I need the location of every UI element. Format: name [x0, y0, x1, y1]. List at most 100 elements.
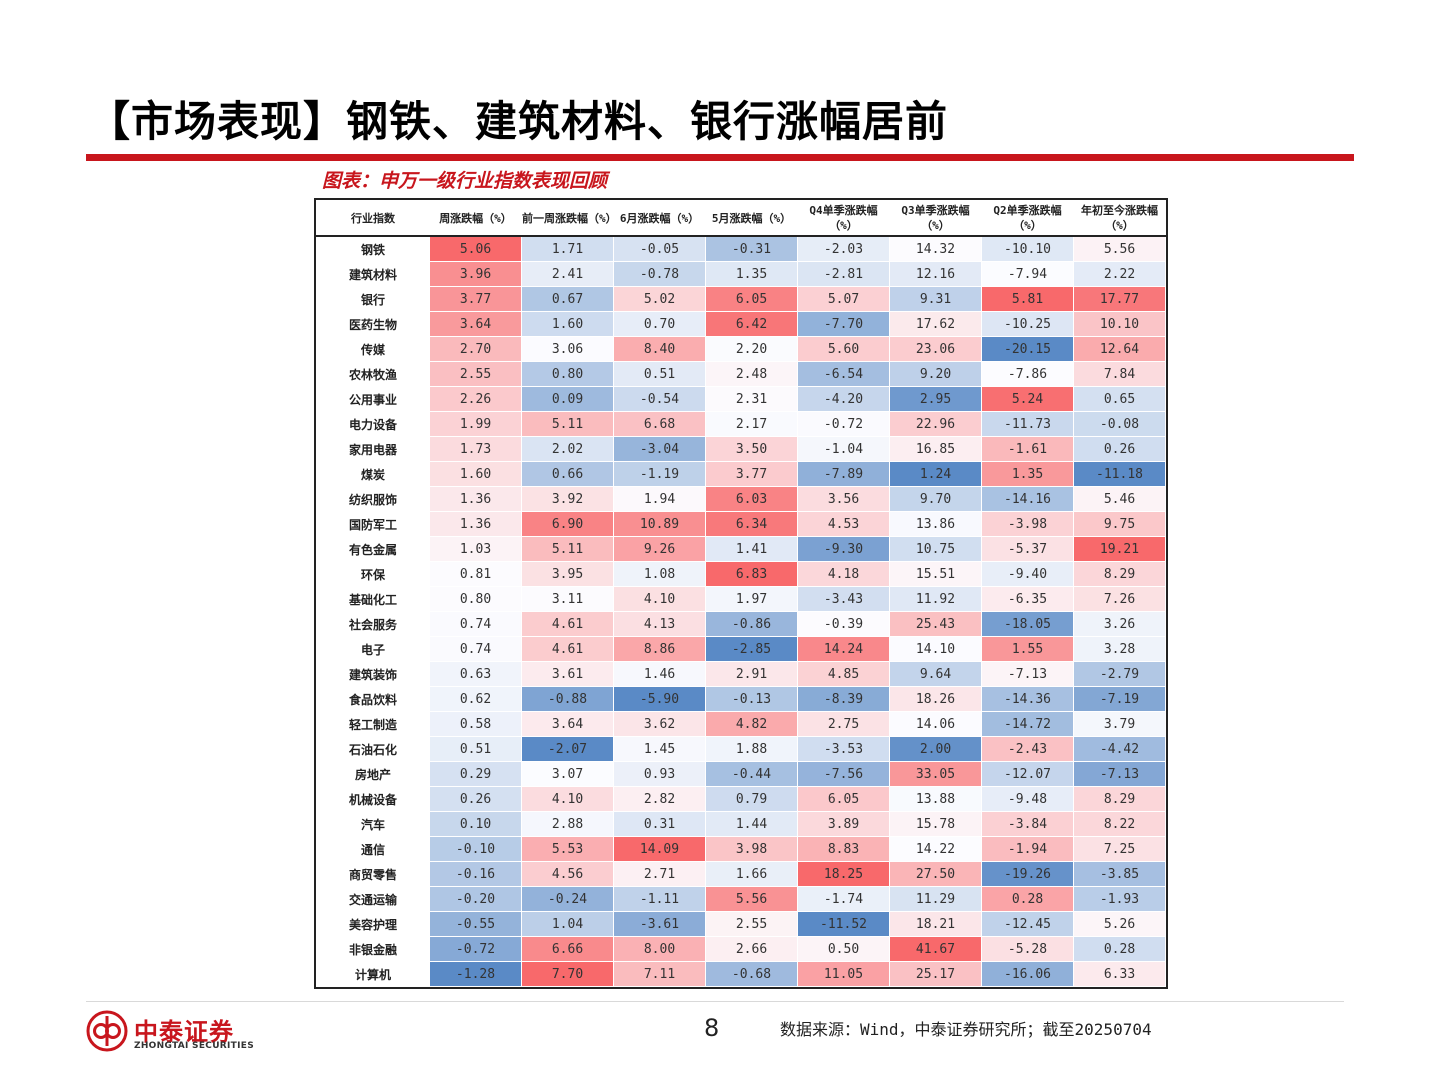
value-cell: 7.26: [1073, 586, 1166, 612]
value-cell: 1.55: [981, 636, 1074, 662]
value-cell: -1.04: [797, 436, 890, 462]
value-cell: 14.32: [889, 235, 982, 262]
table-row: 农林牧渔 2.55 0.80 0.51 2.48 -6.54 9.20 -7.86 7.84: [316, 361, 1166, 387]
value-cell: 0.66: [521, 461, 614, 487]
value-cell: -2.81: [797, 261, 890, 287]
industry-name: 煤炭: [316, 461, 430, 487]
value-cell: 3.77: [705, 461, 798, 487]
value-cell: 4.10: [613, 586, 706, 612]
value-cell: 2.26: [429, 386, 522, 412]
value-cell: -6.54: [797, 361, 890, 387]
value-cell: 4.10: [521, 786, 614, 812]
value-cell: -4.20: [797, 386, 890, 412]
value-cell: 2.91: [705, 661, 798, 687]
value-cell: 4.13: [613, 611, 706, 637]
value-cell: 1.45: [613, 736, 706, 762]
value-cell: 1.66: [705, 861, 798, 887]
value-cell: 0.29: [429, 761, 522, 787]
value-cell: 3.98: [705, 836, 798, 862]
value-cell: 3.64: [429, 311, 522, 337]
value-cell: 0.80: [429, 586, 522, 612]
value-cell: -0.39: [797, 611, 890, 637]
value-cell: -14.16: [981, 486, 1074, 512]
value-cell: 1.03: [429, 536, 522, 562]
value-cell: 4.56: [521, 861, 614, 887]
value-cell: 0.93: [613, 761, 706, 787]
value-cell: 3.11: [521, 586, 614, 612]
value-cell: 8.00: [613, 936, 706, 962]
value-cell: 5.24: [981, 386, 1074, 412]
value-cell: 10.75: [889, 536, 982, 562]
industry-name: 钢铁: [316, 235, 430, 262]
value-cell: 4.18: [797, 561, 890, 587]
value-cell: -0.54: [613, 386, 706, 412]
industry-name: 计算机: [316, 961, 430, 987]
table-row: 石油石化 0.51 -2.07 1.45 1.88 -3.53 2.00 -2.43 -4.42: [316, 736, 1166, 762]
value-cell: -0.68: [705, 961, 798, 987]
value-cell: 8.29: [1073, 561, 1166, 587]
value-cell: 1.08: [613, 561, 706, 587]
value-cell: 2.41: [521, 261, 614, 287]
industry-name: 通信: [316, 836, 430, 862]
value-cell: 0.09: [521, 386, 614, 412]
value-cell: -3.53: [797, 736, 890, 762]
value-cell: 3.62: [613, 711, 706, 737]
value-cell: -7.56: [797, 761, 890, 787]
value-cell: 0.74: [429, 611, 522, 637]
value-cell: -2.79: [1073, 661, 1166, 687]
value-cell: 4.61: [521, 611, 614, 637]
value-cell: -0.31: [705, 235, 798, 262]
value-cell: 3.95: [521, 561, 614, 587]
value-cell: 23.06: [889, 336, 982, 362]
industry-name: 石油石化: [316, 736, 430, 762]
value-cell: -0.24: [521, 886, 614, 912]
value-cell: 2.55: [429, 361, 522, 387]
value-cell: -11.73: [981, 411, 1074, 437]
value-cell: 0.74: [429, 636, 522, 662]
value-cell: -1.28: [429, 961, 522, 987]
value-cell: 3.06: [521, 336, 614, 362]
value-cell: 2.31: [705, 386, 798, 412]
value-cell: -5.90: [613, 686, 706, 712]
value-cell: 1.35: [705, 261, 798, 287]
value-cell: -3.61: [613, 911, 706, 937]
value-cell: 0.63: [429, 661, 522, 687]
value-cell: 2.17: [705, 411, 798, 437]
value-cell: 25.43: [889, 611, 982, 637]
value-cell: 5.46: [1073, 486, 1166, 512]
value-cell: -1.74: [797, 886, 890, 912]
value-cell: -1.93: [1073, 886, 1166, 912]
value-cell: 12.64: [1073, 336, 1166, 362]
value-cell: 12.16: [889, 261, 982, 287]
value-cell: -16.06: [981, 961, 1074, 987]
value-cell: 4.85: [797, 661, 890, 687]
value-cell: 9.70: [889, 486, 982, 512]
value-cell: 7.70: [521, 961, 614, 987]
value-cell: -1.19: [613, 461, 706, 487]
value-cell: -7.70: [797, 311, 890, 337]
industry-name: 商贸零售: [316, 861, 430, 887]
industry-name: 房地产: [316, 761, 430, 787]
value-cell: 1.04: [521, 911, 614, 937]
value-cell: -0.88: [521, 686, 614, 712]
industry-name: 传媒: [316, 336, 430, 362]
value-cell: -0.10: [429, 836, 522, 862]
value-cell: 33.05: [889, 761, 982, 787]
table-row: 轻工制造 0.58 3.64 3.62 4.82 2.75 14.06 -14.72 3.79: [316, 711, 1166, 737]
industry-name: 环保: [316, 561, 430, 587]
value-cell: 7.25: [1073, 836, 1166, 862]
value-cell: 0.26: [1073, 436, 1166, 462]
value-cell: 25.17: [889, 961, 982, 987]
value-cell: 0.51: [429, 736, 522, 762]
value-cell: 5.81: [981, 286, 1074, 312]
table-header-row: 行业指数 周涨跌幅（%） 前一周涨跌幅（%） 6月涨跌幅（%） 5月涨跌幅（%） Q4单季…: [316, 200, 1166, 237]
value-cell: 6.33: [1073, 961, 1166, 987]
table-row: 家用电器 1.73 2.02 -3.04 3.50 -1.04 16.85 -1.61 0.26: [316, 436, 1166, 462]
value-cell: -2.07: [521, 736, 614, 762]
value-cell: 11.05: [797, 961, 890, 987]
value-cell: 3.77: [429, 286, 522, 312]
industry-name: 医药生物: [316, 311, 430, 337]
value-cell: 7.11: [613, 961, 706, 987]
value-cell: 3.61: [521, 661, 614, 687]
value-cell: -0.16: [429, 861, 522, 887]
